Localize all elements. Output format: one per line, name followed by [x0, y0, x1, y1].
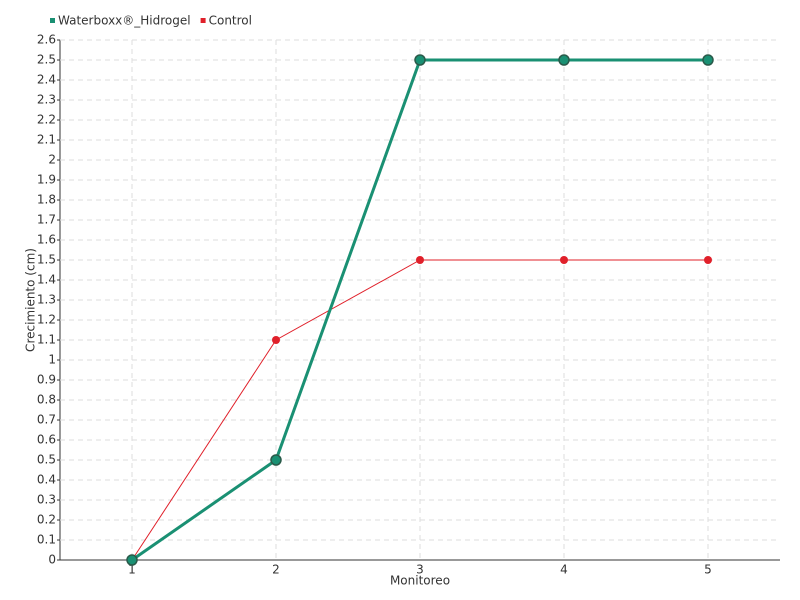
- data-point: [704, 256, 712, 264]
- y-tick-label: 1.7: [37, 213, 56, 227]
- data-point: [702, 54, 714, 66]
- y-tick-label: 0.3: [37, 493, 56, 507]
- y-tick-label: 2.5: [37, 53, 56, 67]
- y-tick-label: 0.5: [37, 453, 56, 467]
- y-tick-label: 0.4: [37, 473, 56, 487]
- data-point: [558, 54, 570, 66]
- data-point: [416, 256, 424, 264]
- y-tick-label: 1.5: [37, 253, 56, 267]
- y-tick-label: 0.8: [37, 393, 56, 407]
- y-tick-label: 0.6: [37, 433, 56, 447]
- y-tick-label: 1.2: [37, 313, 56, 327]
- legend-swatch: [50, 18, 55, 23]
- y-tick-label: 2: [48, 153, 56, 167]
- y-tick-label: 2.1: [37, 133, 56, 147]
- y-tick-label: 1.6: [37, 233, 56, 247]
- y-tick-label: 0.1: [37, 533, 56, 547]
- y-axis-label: Crecimiento (cm): [24, 248, 38, 352]
- data-point: [126, 554, 138, 566]
- x-axis-label: Monitoreo: [390, 574, 450, 588]
- legend-swatch: [200, 18, 206, 23]
- y-tick-label: 1.1: [37, 333, 56, 347]
- y-tick-label: 1.4: [37, 273, 56, 287]
- y-tick-label: 0.9: [37, 373, 56, 387]
- x-tick-label: 1: [128, 563, 136, 577]
- x-tick-label: 2: [272, 563, 280, 577]
- x-tick-label: 4: [560, 563, 568, 577]
- data-point: [414, 54, 426, 66]
- data-point: [272, 336, 280, 344]
- y-tick-label: 1.3: [37, 293, 56, 307]
- y-tick-label: 2.2: [37, 113, 56, 127]
- y-tick-label: 2.4: [37, 73, 56, 87]
- legend-label: Waterboxx®_Hidrogel: [58, 14, 191, 28]
- x-tick-label: 3: [416, 563, 424, 577]
- legend-label: Control: [209, 14, 252, 28]
- y-tick-label: 0: [48, 553, 56, 567]
- data-point: [560, 256, 568, 264]
- y-tick-label: 0.2: [37, 513, 56, 527]
- y-tick-label: 2.3: [37, 93, 56, 107]
- x-tick-label: 5: [704, 563, 712, 577]
- y-tick-label: 1: [48, 353, 56, 367]
- y-tick-label: 1.8: [37, 193, 56, 207]
- data-point: [270, 454, 282, 466]
- y-tick-label: 2.6: [37, 33, 56, 47]
- y-tick-label: 1.9: [37, 173, 56, 187]
- y-tick-label: 0.7: [37, 413, 56, 427]
